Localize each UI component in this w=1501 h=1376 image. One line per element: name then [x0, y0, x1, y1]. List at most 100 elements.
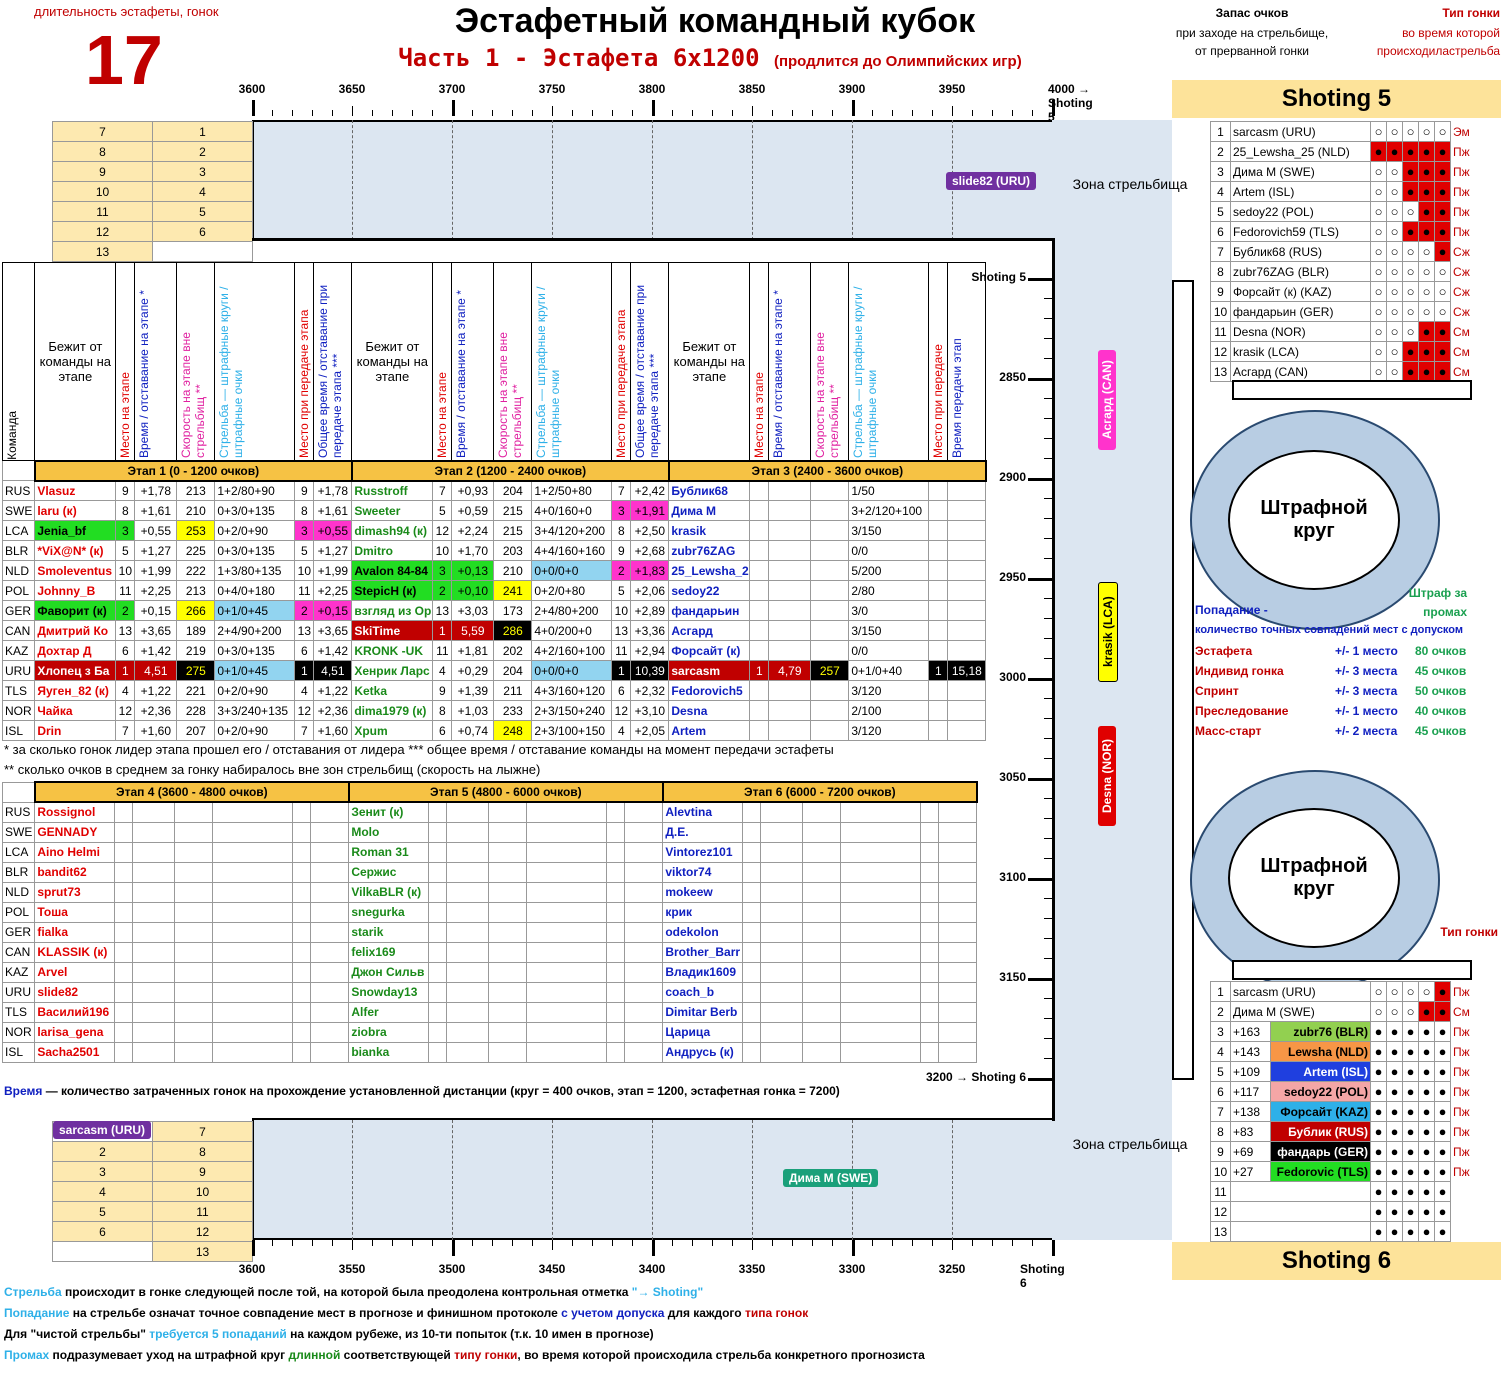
- stage-cell: 1: [432, 620, 453, 641]
- ruler-tick: [312, 110, 313, 116]
- shoting6-num: 4: [1210, 1041, 1231, 1062]
- stage-cell: [810, 560, 850, 581]
- target-icon: ●: [1370, 1141, 1387, 1162]
- stage-cell: 11: [611, 640, 632, 661]
- note-segment: подразумевает уход на штрафной круг: [49, 1348, 289, 1362]
- rank-cell: 3: [152, 161, 253, 182]
- stage-cell: 8: [611, 520, 632, 541]
- target-icon: ○: [1370, 261, 1387, 282]
- right-ruler-tick: [1044, 818, 1052, 819]
- stage-cell: [742, 1041, 762, 1063]
- track-inner-line: [1052, 240, 1055, 1120]
- shoting6-row: 13 ● ● ● ● ●: [1210, 1221, 1479, 1242]
- stage-cell: [310, 901, 350, 923]
- shoting5-num: 10: [1210, 301, 1231, 322]
- target-icon: ●: [1370, 1201, 1387, 1222]
- track-gridline: [352, 1120, 353, 1240]
- team-row: URU slide82 Snowday13 coach_b: [1, 981, 978, 1003]
- target-icon: ○: [1418, 281, 1435, 302]
- stage-cell: +1,70: [451, 540, 495, 561]
- stage-cell: [114, 1041, 134, 1063]
- stage-cell: [938, 801, 978, 823]
- stage-cell: 15,18: [947, 660, 987, 681]
- stage-cell: +1,39: [451, 680, 495, 701]
- stage-cell: 228: [176, 700, 216, 721]
- stage-cell: [292, 881, 312, 903]
- team-code: ISL: [1, 720, 36, 741]
- col-header-label: Место при передаче: [931, 343, 946, 458]
- stage-cell: [768, 720, 812, 741]
- stage-cell: 3: [115, 520, 136, 541]
- stage-cell: [446, 881, 490, 903]
- right-ruler-tick: [1028, 1078, 1052, 1081]
- stage-cell: [760, 961, 804, 983]
- target-icon: ○: [1370, 341, 1387, 362]
- team-code: TLS: [1, 1001, 36, 1023]
- rank-cell: 6: [52, 1221, 153, 1242]
- ruler-tick: [972, 1240, 973, 1246]
- note-segment: для каждого: [664, 1306, 745, 1320]
- stage-cell: [526, 1001, 608, 1023]
- stage-cell: 6: [611, 680, 632, 701]
- stage-cell: +1,60: [313, 720, 353, 741]
- stage-cell: +1,22: [313, 680, 353, 701]
- stage-header: Этап 2 (1200 - 2400 очков): [350, 459, 670, 482]
- stage-cell: Андрусь (к): [662, 1041, 744, 1063]
- target-icon: ○: [1418, 241, 1435, 262]
- ruler-tick: [812, 110, 813, 116]
- stage-cell: [947, 580, 987, 601]
- ruler-tick: [592, 110, 593, 116]
- right-ruler-tick: [1044, 798, 1052, 799]
- stage-cell: 12: [432, 520, 453, 541]
- target-icon: ●: [1370, 1041, 1387, 1062]
- team-row: TLS Яуген_82 (к) 4 +1,22 221 0+2/0+90 4 +1,22 Ke…: [1, 680, 987, 701]
- stage-cell: [938, 881, 978, 903]
- target-icon: ●: [1434, 221, 1451, 242]
- target-icon: ●: [1434, 981, 1451, 1002]
- stage-cell: Molo: [348, 821, 430, 843]
- stage-cell: 1/50: [848, 480, 930, 501]
- stage-cell: +1,27: [134, 540, 178, 561]
- shoting6-row: 5 +109 Artem (ISL) ● ● ● ● ● Пж: [1210, 1061, 1479, 1082]
- legend-cell: 80 очков: [1415, 644, 1467, 658]
- stage-cell: +0,15: [134, 600, 178, 621]
- col-header-team: Команда: [1, 262, 36, 461]
- ruler-label: Shoting 6: [1020, 1262, 1065, 1290]
- right-ruler-tick: [1028, 678, 1052, 681]
- right-ruler-tick: [1044, 938, 1052, 939]
- target-icon: ●: [1370, 1061, 1387, 1082]
- stage-cell: 0+2/0+90: [214, 680, 296, 701]
- stage-cell: Яуген_82 (к): [34, 680, 117, 701]
- right-ruler-tick: [1028, 778, 1052, 781]
- stage-cell: [292, 901, 312, 923]
- stage-cell: bianka: [348, 1041, 430, 1063]
- stage-cell: 1: [611, 660, 632, 681]
- stage-cell: [947, 720, 987, 741]
- target-icon: ●: [1418, 341, 1435, 362]
- legend-cell: 45 очков: [1415, 724, 1467, 738]
- stage-cell: 2/80: [848, 580, 930, 601]
- rank-cell: 2: [152, 141, 253, 162]
- target-icon: ●: [1434, 1161, 1451, 1182]
- team-code: URU: [1, 981, 36, 1003]
- stage-cell: [292, 821, 312, 843]
- shoting5-num: 8: [1210, 261, 1231, 282]
- team-row: NOR larisa_gena ziobra Царица: [1, 1021, 978, 1043]
- stage-cell: [947, 540, 987, 561]
- ruler-tick: [1012, 110, 1013, 116]
- target-icon: ●: [1434, 241, 1451, 262]
- target-icon: ●: [1386, 1141, 1403, 1162]
- stage-cell: [114, 981, 134, 1003]
- rank-cell: 10: [152, 1181, 253, 1202]
- shoting6-row: 2 Дима М (SWE) ○ ○ ○ ● ● См: [1210, 1001, 1479, 1022]
- stage-cell: +1,78: [134, 480, 178, 501]
- target-icon: ●: [1418, 1181, 1435, 1202]
- target-icon: ●: [1434, 341, 1451, 362]
- stage-cell: 219: [176, 640, 216, 661]
- legend-cell: Преследование: [1195, 704, 1289, 718]
- stage-cell: 8: [432, 700, 453, 721]
- shoting6-name: sedoy22 (POL): [1270, 1081, 1371, 1102]
- shoting6-name: [1230, 1201, 1371, 1222]
- stage-cell: SkiTime: [351, 620, 434, 641]
- stage-cell: 257: [810, 660, 850, 681]
